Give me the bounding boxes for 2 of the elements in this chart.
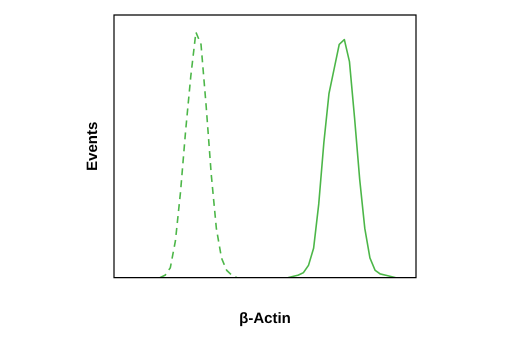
y-axis-title: Events [84, 122, 102, 171]
x-axis-title: β-Actin [239, 310, 291, 328]
